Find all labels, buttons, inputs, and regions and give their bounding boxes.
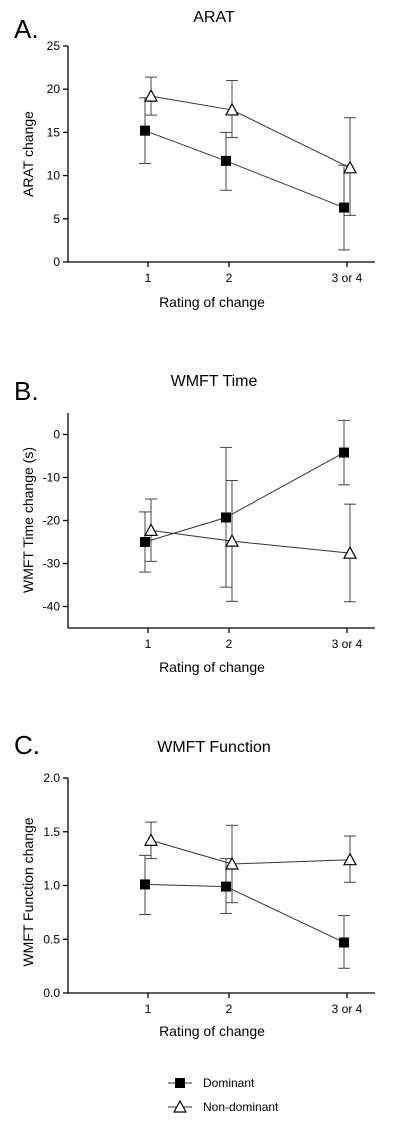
legend: Dominant Non-dominant [168,1076,279,1114]
panel-2-y-tick-label: 2.0 [43,771,60,785]
panel-1-y-tick-label: -10 [43,471,61,485]
panel-1-nondominant-line [150,529,351,554]
panel-c-letter: C. [14,730,40,760]
panel-1-dominant-point [339,447,349,458]
panel-1-nondominant-point [342,545,358,559]
panel-1-x-tick-label: 3 or 4 [332,637,363,651]
panel-2-dominant-line [144,883,345,943]
panel-2-nondominant-line [150,839,351,865]
panel-0-dominant-line [144,130,345,209]
legend-dominant-label: Dominant [203,1076,255,1090]
panel-1-y-tick-label: -20 [43,514,61,528]
panel-1-y-tick-label: -30 [43,557,61,571]
panel-2-dominant-point [140,879,150,890]
panel-1-y-tick-label: 0 [53,428,60,442]
panel-0-y-tick-label: 25 [47,39,61,53]
panel-1-nondominant-point [143,523,159,536]
legend-nondominant-label: Non-dominant [203,1100,279,1114]
panel-2-y-tick-label: 0.0 [43,986,60,1000]
panel-c-title: WMFT Function [157,739,271,756]
panel-2-dominant-point [339,937,349,948]
panel-1-dominant-point [140,537,150,547]
panel-0-x-tick-label: 1 [145,271,152,285]
panel-0-dominant-point [339,202,349,213]
panel-1-nondominant-point [224,533,240,547]
panel-2-y-tick-label: 1.5 [43,825,60,839]
panel-0-y-tick-label: 15 [47,125,61,139]
panel-1-dominant-point [221,512,231,523]
panel-0-y-tick-label: 5 [53,212,60,226]
panel-0-dominant-point [221,155,231,166]
panel-b-xlabel: Rating of change [159,659,265,675]
panel-2-x-tick-label: 3 or 4 [332,1002,363,1016]
panel-0-y-tick-label: 10 [47,169,61,183]
panel-a-ylabel: ARAT change [20,111,36,197]
panel-2-x-tick-label: 2 [226,1002,233,1016]
panel-0-y-tick-label: 20 [47,82,61,96]
panel-0-nondominant-point [342,160,358,174]
panel-c-ylabel: WMFT Function change [20,817,36,966]
legend-dominant-marker [175,1078,185,1088]
panel-2-x-tick-label: 1 [145,1002,152,1016]
panel-0-x-tick-label: 2 [226,271,233,285]
panel-1-x-tick-label: 1 [145,637,152,651]
legend-nondominant-marker [172,1099,188,1113]
panel-2-y-tick-label: 0.5 [43,932,60,946]
panel-2-nondominant-point [224,856,240,870]
panel-wmft-function: C. WMFT Function Rating of change WMFT F… [14,730,375,1039]
panel-1-dominant-line [144,452,345,543]
panel-a-xlabel: Rating of change [159,294,265,310]
panel-wmft-time: B. WMFT Time Rating of change WMFT Time … [14,373,375,675]
panel-0-dominant-point [140,125,150,136]
panel-0-x-tick-label: 3 or 4 [332,271,363,285]
panel-0-nondominant-line [150,95,351,169]
panel-0-nondominant-point [224,102,240,116]
panel-1-y-tick-label: -40 [43,600,61,614]
panel-arat: A. ARAT Rating of change ARAT change 0 5 1… [14,9,375,310]
panel-2-nondominant-point [143,833,159,846]
panel-c-xlabel: Rating of change [159,1023,265,1039]
panel-1-x-tick-label: 2 [226,637,233,651]
panel-a-letter: A. [14,14,39,44]
panel-2-dominant-point [221,881,231,892]
panel-0-nondominant-point [143,88,159,102]
panel-0-y-tick-label: 0 [53,255,60,269]
panel-b-letter: B. [14,376,39,406]
panel-2-y-tick-label: 1.0 [43,879,60,893]
panel-2-nondominant-point [342,852,358,866]
panel-b-title: WMFT Time [171,373,258,390]
panel-b-ylabel: WMFT Time change (s) [20,447,36,593]
panel-a-title: ARAT [193,9,235,26]
